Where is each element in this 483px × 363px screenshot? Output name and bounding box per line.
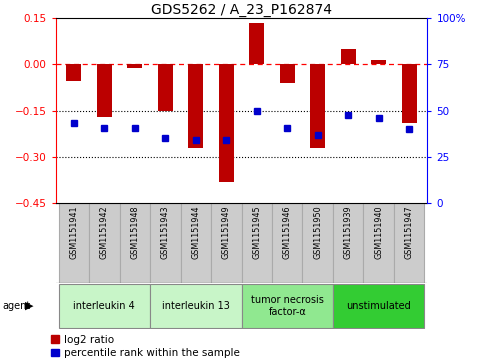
Bar	[181, 203, 211, 283]
Bar	[333, 284, 425, 327]
Text: agent: agent	[2, 301, 30, 311]
Legend: log2 ratio, percentile rank within the sample: log2 ratio, percentile rank within the s…	[51, 335, 240, 358]
Bar	[363, 203, 394, 283]
Bar	[242, 203, 272, 283]
Bar	[127, 65, 142, 68]
Text: GSM1151940: GSM1151940	[374, 206, 383, 259]
Bar	[150, 203, 181, 283]
Text: tumor necrosis
factor-α: tumor necrosis factor-α	[251, 295, 324, 317]
Text: GSM1151948: GSM1151948	[130, 206, 139, 259]
Title: GDS5262 / A_23_P162874: GDS5262 / A_23_P162874	[151, 3, 332, 17]
Bar	[272, 203, 302, 283]
Text: GSM1151944: GSM1151944	[191, 206, 200, 259]
Bar	[394, 203, 425, 283]
Bar	[211, 203, 242, 283]
Bar	[249, 23, 264, 65]
Text: GSM1151949: GSM1151949	[222, 206, 231, 259]
Text: ▶: ▶	[25, 301, 34, 311]
Text: GSM1151942: GSM1151942	[100, 206, 109, 259]
Text: GSM1151943: GSM1151943	[161, 206, 170, 259]
Bar	[219, 65, 234, 182]
Text: unstimulated: unstimulated	[346, 301, 411, 311]
Bar	[310, 65, 326, 148]
Bar	[120, 203, 150, 283]
Bar	[242, 284, 333, 327]
Text: GSM1151945: GSM1151945	[252, 206, 261, 259]
Bar	[150, 284, 242, 327]
Bar	[333, 203, 363, 283]
Text: interleukin 13: interleukin 13	[162, 301, 230, 311]
Bar	[371, 60, 386, 65]
Bar	[341, 49, 356, 65]
Text: GSM1151947: GSM1151947	[405, 206, 413, 259]
Text: interleukin 4: interleukin 4	[73, 301, 135, 311]
Text: GSM1151941: GSM1151941	[70, 206, 78, 259]
Text: GSM1151950: GSM1151950	[313, 206, 322, 259]
Bar	[302, 203, 333, 283]
Bar	[58, 203, 89, 283]
Bar	[97, 65, 112, 117]
Bar	[188, 65, 203, 148]
Bar	[280, 65, 295, 83]
Bar	[157, 65, 173, 111]
Bar	[58, 284, 150, 327]
Text: GSM1151939: GSM1151939	[344, 206, 353, 259]
Text: GSM1151946: GSM1151946	[283, 206, 292, 259]
Bar	[89, 203, 120, 283]
Bar	[401, 65, 417, 123]
Bar	[66, 65, 82, 81]
